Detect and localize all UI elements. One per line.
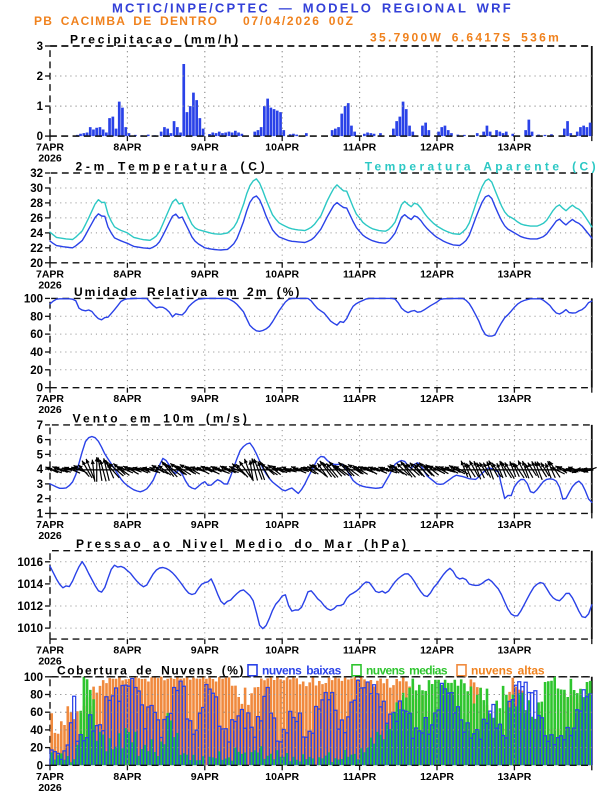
svg-text:40: 40 — [30, 725, 43, 737]
svg-text:10APR: 10APR — [265, 393, 299, 405]
svg-text:0: 0 — [37, 131, 43, 143]
svg-text:2: 2 — [37, 494, 43, 506]
svg-text:8APR: 8APR — [113, 645, 141, 657]
svg-text:Vento em 10m (m/s): Vento em 10m (m/s) — [73, 411, 251, 425]
svg-text:3: 3 — [37, 479, 43, 491]
svg-text:11APR: 11APR — [343, 268, 377, 280]
svg-text:nuvens altas: nuvens altas — [471, 663, 545, 677]
svg-text:2026: 2026 — [38, 656, 62, 668]
svg-text:40: 40 — [30, 347, 43, 359]
svg-text:Temperatura Aparente (C): Temperatura Aparente (C) — [365, 160, 599, 174]
svg-text:nuvens medias: nuvens medias — [366, 663, 448, 677]
svg-text:MCTIC/INPE/CPTEC — MODELO REGI: MCTIC/INPE/CPTEC — MODELO REGIONAL WRF — [112, 1, 513, 16]
svg-text:11APR: 11APR — [343, 771, 377, 783]
svg-text:20: 20 — [30, 743, 43, 755]
svg-text:60: 60 — [30, 707, 43, 719]
svg-text:9APR: 9APR — [191, 519, 219, 531]
svg-text:13APR: 13APR — [497, 142, 531, 154]
svg-text:7APR: 7APR — [36, 771, 64, 783]
svg-text:7APR: 7APR — [36, 519, 64, 531]
svg-text:1016: 1016 — [17, 557, 43, 569]
svg-text:PB CACIMBA DE DENTRO: PB CACIMBA DE DENTRO — [34, 14, 218, 28]
svg-text:9APR: 9APR — [191, 645, 219, 657]
svg-text:32: 32 — [30, 168, 43, 180]
svg-text:24: 24 — [30, 228, 43, 240]
svg-text:2026: 2026 — [38, 153, 62, 165]
svg-text:7: 7 — [37, 420, 43, 432]
svg-text:22: 22 — [30, 243, 43, 255]
svg-text:Umidade Relativa em 2m (%): Umidade Relativa em 2m (%) — [74, 285, 301, 299]
svg-text:2026: 2026 — [38, 530, 62, 542]
svg-text:2026: 2026 — [38, 279, 62, 291]
svg-text:11APR: 11APR — [343, 142, 377, 154]
svg-text:26: 26 — [30, 213, 43, 225]
svg-text:28: 28 — [30, 198, 43, 210]
svg-text:13APR: 13APR — [497, 771, 531, 783]
svg-text:1: 1 — [37, 508, 44, 520]
svg-text:Pressao ao Nivel Medio do Mar: Pressao ao Nivel Medio do Mar (hPa) — [76, 537, 409, 551]
svg-text:2-m Temperatura (C): 2-m Temperatura (C) — [76, 160, 269, 174]
svg-text:9APR: 9APR — [191, 142, 219, 154]
svg-text:0: 0 — [37, 760, 43, 772]
svg-text:8APR: 8APR — [113, 771, 141, 783]
svg-text:11APR: 11APR — [343, 393, 377, 405]
svg-text:8APR: 8APR — [113, 268, 141, 280]
svg-text:10APR: 10APR — [265, 142, 299, 154]
svg-text:35.7900W 6.6417S 536m: 35.7900W 6.6417S 536m — [370, 31, 561, 45]
svg-text:7APR: 7APR — [36, 268, 64, 280]
svg-text:11APR: 11APR — [343, 519, 377, 531]
svg-text:8APR: 8APR — [113, 519, 141, 531]
svg-text:1: 1 — [37, 101, 44, 113]
svg-text:11APR: 11APR — [343, 645, 377, 657]
svg-text:60: 60 — [30, 329, 43, 341]
svg-text:80: 80 — [30, 311, 43, 323]
svg-text:10APR: 10APR — [265, 645, 299, 657]
svg-text:10APR: 10APR — [265, 268, 299, 280]
svg-text:7APR: 7APR — [36, 142, 64, 154]
svg-text:7APR: 7APR — [36, 393, 64, 405]
svg-text:12APR: 12APR — [420, 519, 454, 531]
svg-text:6: 6 — [37, 435, 43, 447]
svg-text:1012: 1012 — [17, 601, 43, 613]
svg-text:9APR: 9APR — [191, 771, 219, 783]
svg-text:4: 4 — [37, 464, 44, 476]
svg-text:07/04/2026 00Z: 07/04/2026 00Z — [243, 14, 355, 28]
svg-text:13APR: 13APR — [497, 268, 531, 280]
svg-text:1010: 1010 — [17, 623, 43, 635]
svg-text:100: 100 — [24, 293, 43, 305]
svg-text:9APR: 9APR — [191, 268, 219, 280]
svg-text:2: 2 — [37, 71, 43, 83]
svg-text:13APR: 13APR — [497, 645, 531, 657]
svg-text:100: 100 — [24, 672, 43, 684]
svg-text:8APR: 8APR — [113, 142, 141, 154]
svg-text:10APR: 10APR — [265, 519, 299, 531]
svg-text:2026: 2026 — [38, 782, 62, 792]
svg-text:12APR: 12APR — [420, 142, 454, 154]
svg-text:5: 5 — [37, 449, 44, 461]
svg-text:13APR: 13APR — [497, 519, 531, 531]
svg-text:20: 20 — [30, 258, 43, 270]
svg-text:30: 30 — [30, 183, 43, 195]
svg-text:10APR: 10APR — [265, 771, 299, 783]
svg-text:12APR: 12APR — [420, 268, 454, 280]
svg-text:nuvens baixas: nuvens baixas — [262, 663, 342, 677]
svg-text:9APR: 9APR — [191, 393, 219, 405]
svg-text:8APR: 8APR — [113, 393, 141, 405]
svg-text:80: 80 — [30, 690, 43, 702]
svg-text:3: 3 — [37, 41, 43, 53]
svg-text:12APR: 12APR — [420, 771, 454, 783]
svg-text:7APR: 7APR — [36, 645, 64, 657]
svg-text:0: 0 — [37, 383, 43, 395]
svg-text:12APR: 12APR — [420, 645, 454, 657]
svg-text:13APR: 13APR — [497, 393, 531, 405]
svg-text:20: 20 — [30, 365, 43, 377]
svg-text:2026: 2026 — [38, 404, 62, 416]
svg-text:12APR: 12APR — [420, 393, 454, 405]
svg-text:Precipitacao (mm/h): Precipitacao (mm/h) — [70, 33, 241, 47]
svg-text:Cobertura de Nuvens (%): Cobertura de Nuvens (%) — [57, 663, 245, 677]
svg-text:1014: 1014 — [17, 579, 43, 591]
